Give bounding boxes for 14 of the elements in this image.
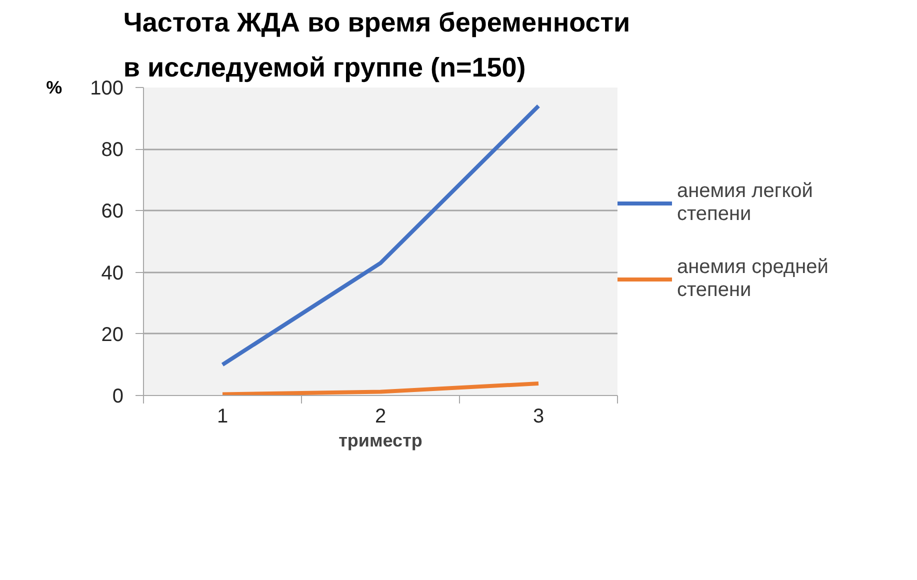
y-tick-label: 60 — [101, 200, 124, 223]
y-tick-label: 20 — [101, 324, 124, 346]
x-axis-title: триместр — [338, 430, 422, 450]
y-axis-title: % — [46, 78, 62, 98]
y-tick-label: 0 — [112, 386, 124, 408]
y-tick-label: 40 — [101, 262, 124, 284]
legend-label: анемия легкой степени — [677, 180, 813, 226]
y-tick-label: 80 — [101, 139, 124, 162]
legend-label: анемия средней степени — [677, 256, 828, 302]
y-tick-label: 100 — [90, 78, 124, 100]
x-tick-label: 3 — [532, 406, 544, 428]
x-tick-label: 1 — [216, 406, 228, 428]
chart-title: Частота ЖДА во время беременности в исследуемой группе (n=150) — [123, 8, 630, 82]
x-tick-label: 2 — [374, 406, 386, 428]
